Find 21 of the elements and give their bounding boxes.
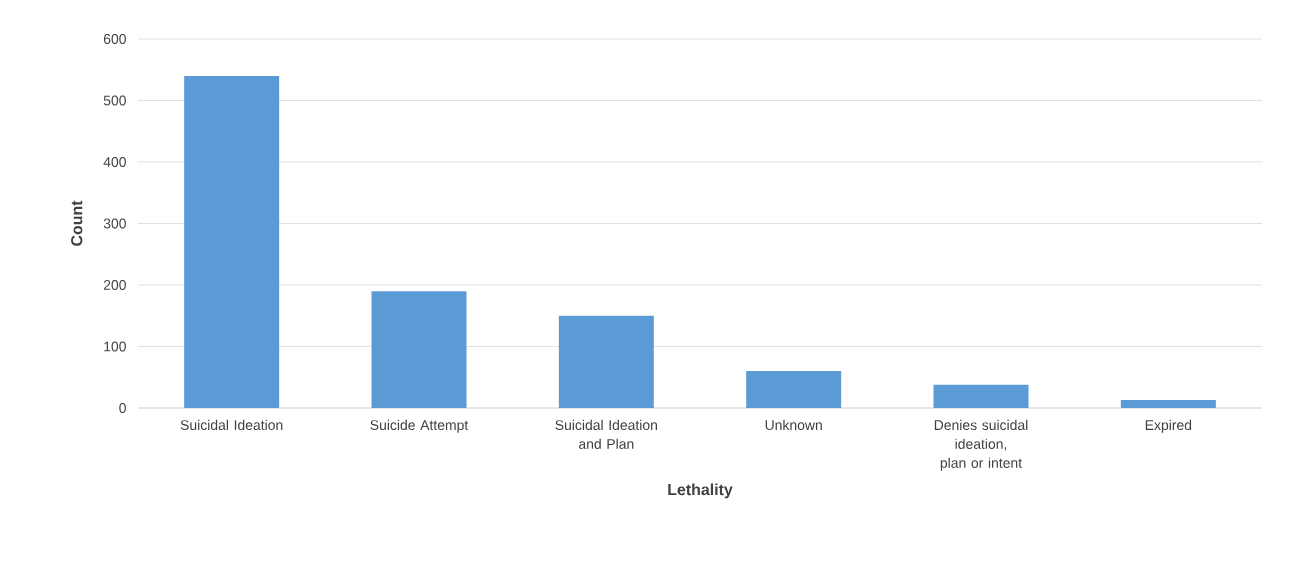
y-axis-title: Count bbox=[71, 200, 83, 246]
y-tick-label: 300 bbox=[103, 218, 126, 229]
y-tick-label: 100 bbox=[104, 341, 126, 352]
bar bbox=[1120, 400, 1216, 408]
x-tick-label: Suicide Attempt bbox=[370, 419, 469, 433]
y-tick-label: 600 bbox=[103, 34, 126, 44]
bar bbox=[371, 291, 467, 408]
x-axis-title: Lethality bbox=[668, 483, 733, 499]
x-tick-label: Suicidal Ideation and Plan bbox=[555, 419, 657, 449]
bar bbox=[746, 371, 842, 408]
x-tick-label: Denies suicidal ideation, plan or intent bbox=[934, 419, 1028, 471]
bar bbox=[933, 384, 1029, 408]
y-tick-label: 200 bbox=[103, 280, 126, 290]
x-tick-label: Expired bbox=[1145, 419, 1192, 433]
y-tick-label: 0 bbox=[119, 403, 126, 413]
y-tick-label: 500 bbox=[103, 95, 126, 106]
x-tick-label: Suicidal Ideation bbox=[180, 419, 283, 431]
x-tick-label: Unknown bbox=[765, 419, 822, 431]
y-tick-label: 400 bbox=[103, 157, 126, 167]
bar bbox=[184, 75, 280, 408]
bar bbox=[558, 315, 654, 408]
